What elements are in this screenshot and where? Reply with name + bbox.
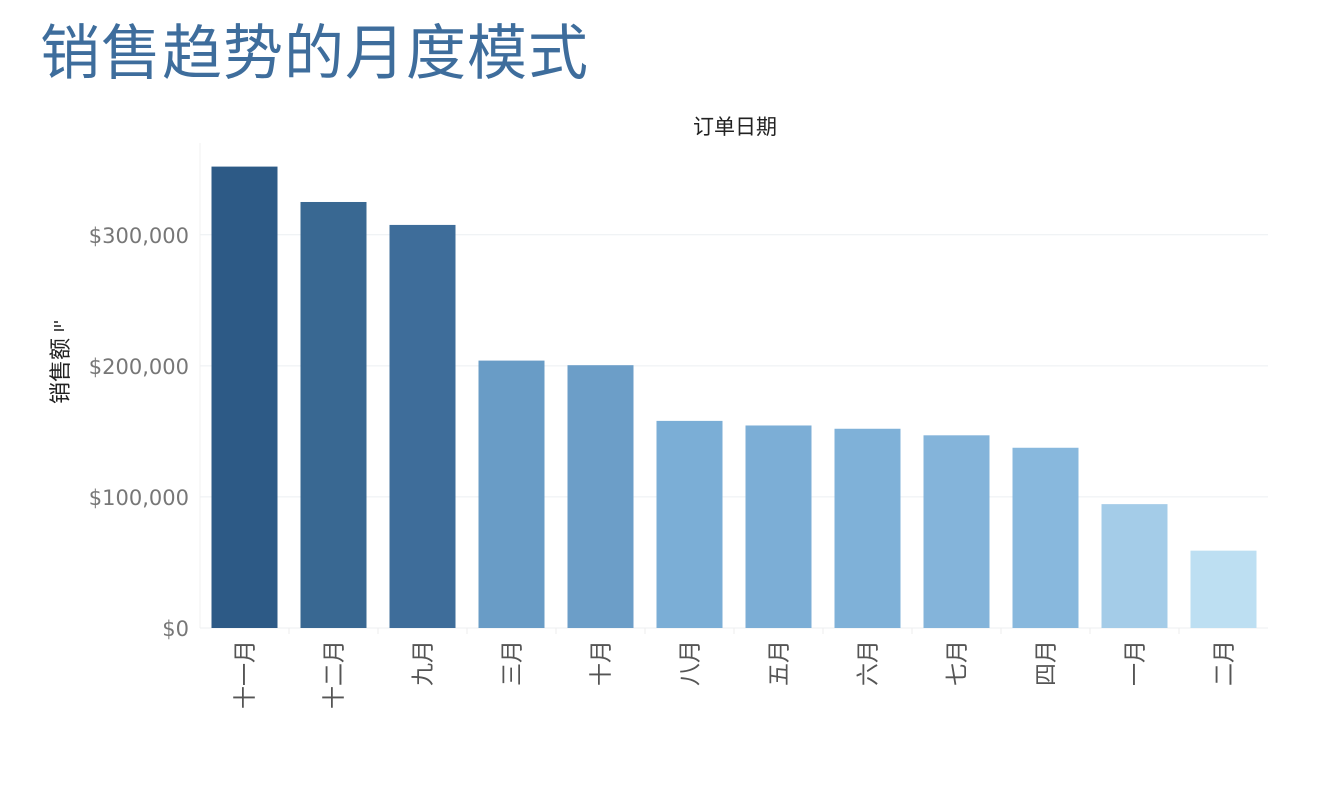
x-tick-label: 十一月 [233,640,259,709]
bars [211,166,1257,629]
bar[interactable] [1190,550,1257,628]
y-axis-ticks: $0 $100,000 $200,000 $300,000 [89,224,189,641]
bar[interactable] [834,428,901,628]
x-tick-label: 四月 [1034,640,1060,686]
bar[interactable] [1012,447,1079,628]
x-tick-label: 五月 [767,640,793,686]
y-axis-label: 销售额 [49,338,74,404]
x-tick-label: 二月 [1212,640,1238,686]
x-tick-label: 六月 [856,640,882,686]
page-title: 销售趋势的月度模式 [40,19,589,89]
y-tick-label: $300,000 [89,224,189,248]
bar[interactable] [478,360,545,628]
bar[interactable] [389,224,456,629]
y-tick-label: $200,000 [89,355,189,379]
x-tick-label: 十二月 [322,640,348,709]
bar[interactable] [1101,504,1168,628]
bar[interactable] [567,365,634,628]
y-axis-label-group: 销售额 [49,321,74,404]
bar[interactable] [211,166,278,628]
x-tick-label: 十月 [589,640,615,686]
x-tick-label: 七月 [945,640,971,686]
y-tick-label: $100,000 [89,486,189,510]
x-tick-label: 三月 [500,640,526,686]
bar[interactable] [745,425,812,628]
bar[interactable] [923,435,990,628]
bar[interactable] [656,420,723,628]
y-tick-label: $0 [162,617,189,641]
x-tick-label: 一月 [1123,640,1149,686]
bar[interactable] [300,201,367,628]
sort-descending-icon[interactable] [54,321,64,331]
x-tick-label: 九月 [411,640,437,686]
x-tick-label: 八月 [678,640,704,686]
x-axis-ticks: 十一月 十二月 九月 三月 十月 八月 五月 六月 七月 四月 一月 二月 [233,628,1238,709]
chart-title: 订单日期 [693,115,777,139]
